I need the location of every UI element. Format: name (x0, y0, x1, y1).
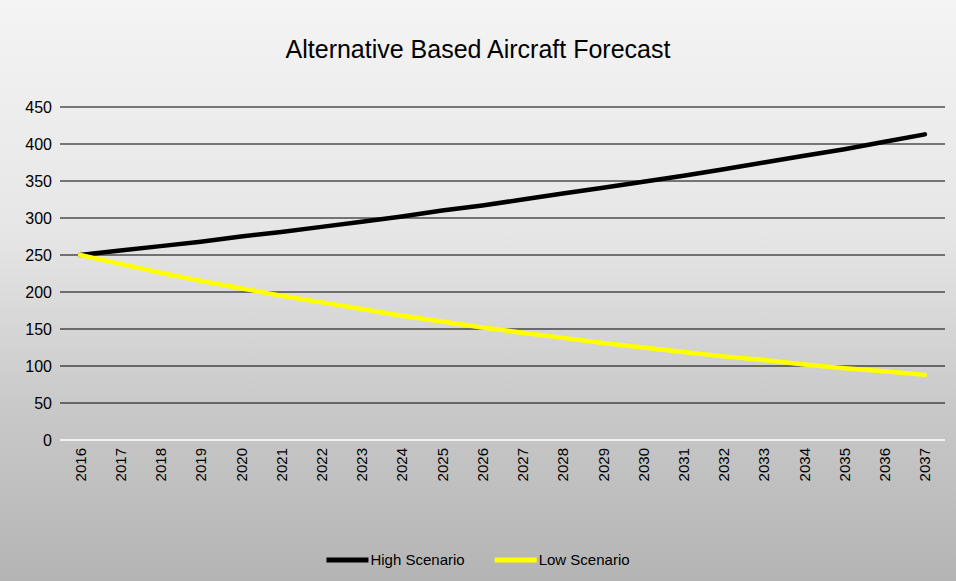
x-tick-label: 2020 (233, 448, 250, 481)
legend-swatch (495, 558, 537, 563)
x-tick-label: 2019 (192, 448, 209, 481)
x-tick-label: 2017 (112, 448, 129, 481)
x-tick-label: 2037 (916, 448, 933, 481)
x-tick-label: 2027 (514, 448, 531, 481)
x-tick-label: 2033 (755, 448, 772, 481)
legend-label: High Scenario (370, 551, 464, 568)
y-tick-label: 200 (25, 284, 52, 301)
legend-item: High Scenario (326, 551, 464, 568)
legend-swatch (326, 558, 368, 563)
grid-line (60, 181, 945, 182)
x-tick-label: 2024 (393, 448, 410, 481)
x-tick-label: 2030 (635, 448, 652, 481)
x-tick-label: 2026 (474, 448, 491, 481)
x-tick-label: 2028 (554, 448, 571, 481)
x-tick-label: 2031 (675, 448, 692, 481)
y-tick-label: 100 (25, 358, 52, 375)
y-tick-label: 400 (25, 136, 52, 153)
y-tick-label: 50 (34, 395, 52, 412)
x-tick-label: 2021 (273, 448, 290, 481)
plot-area (80, 134, 925, 375)
x-tick-label: 2022 (313, 448, 330, 481)
grid-line (60, 107, 945, 108)
y-tick-label: 350 (25, 173, 52, 190)
y-tick-label: 0 (43, 432, 52, 449)
y-axis-line (60, 107, 61, 440)
chart-title: Alternative Based Aircraft Forecast (286, 35, 671, 63)
series-line (80, 134, 925, 255)
legend-item: Low Scenario (495, 551, 630, 568)
y-tick-label: 450 (25, 99, 52, 116)
grid-line (60, 439, 945, 441)
legend: High Scenario Low Scenario (326, 551, 629, 568)
grid-line (60, 255, 945, 256)
y-tick-label: 300 (25, 210, 52, 227)
grid-line (60, 218, 945, 219)
x-tick-label: 2023 (353, 448, 370, 481)
chart-root: Alternative Based Aircraft Forecast 0 50 10… (0, 0, 956, 581)
y-tick-label: 150 (25, 321, 52, 338)
grid-line (60, 292, 945, 293)
legend-label: Low Scenario (539, 551, 630, 568)
x-tick-label: 2032 (715, 448, 732, 481)
x-tick-label: 2035 (836, 448, 853, 481)
x-tick-label: 2018 (152, 448, 169, 481)
x-tick-label: 2029 (595, 448, 612, 481)
x-tick-label: 2016 (72, 448, 89, 481)
grid-line (60, 144, 945, 145)
y-tick-label: 250 (25, 247, 52, 264)
x-tick-label: 2034 (796, 448, 813, 481)
x-tick-label: 2036 (876, 448, 893, 481)
x-tick-label: 2025 (434, 448, 451, 481)
series-line (80, 255, 925, 375)
grid-line (60, 403, 945, 404)
